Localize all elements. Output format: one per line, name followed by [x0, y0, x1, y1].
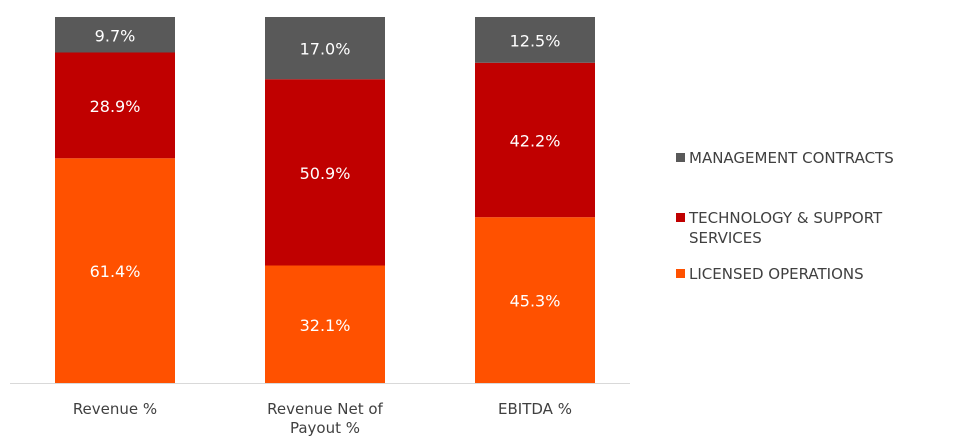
x-tick-label: EBITDA %	[498, 400, 572, 418]
data-label: 32.1%	[300, 316, 351, 335]
legend-label: TECHNOLOGY & SUPPORT SERVICES	[689, 209, 883, 247]
bar-segment	[265, 17, 385, 80]
legend-item: TECHNOLOGY & SUPPORT SERVICES	[676, 208, 939, 248]
x-tick-label: Revenue %	[72, 400, 158, 418]
data-label: 28.9%	[90, 97, 141, 116]
bar-segment	[265, 265, 385, 383]
legend-label: MANAGEMENT CONTRACTS	[689, 149, 894, 167]
legend-swatch	[676, 213, 685, 222]
data-label: 50.9%	[300, 164, 351, 183]
data-label: 42.2%	[510, 131, 561, 150]
legend-item: MANAGEMENT CONTRACTS	[676, 148, 939, 168]
x-tick-label: Revenue Net of Payout %	[267, 400, 383, 437]
bar-segment	[55, 52, 175, 159]
bar-segment	[475, 17, 595, 63]
bar-segment	[475, 62, 595, 218]
data-label: 12.5%	[510, 31, 561, 50]
data-label: 45.3%	[510, 292, 561, 311]
bar-segment	[55, 158, 175, 383]
legend-swatch	[676, 153, 685, 162]
data-label: 61.4%	[90, 262, 141, 281]
legend-label: LICENSED OPERATIONS	[689, 265, 864, 283]
data-label: 17.0%	[300, 40, 351, 59]
bar-segment	[55, 17, 175, 53]
bar-segment	[475, 217, 595, 383]
legend-swatch	[676, 269, 685, 278]
legend-item: LICENSED OPERATIONS	[676, 264, 939, 284]
bar-segment	[265, 79, 385, 266]
data-label: 9.7%	[95, 26, 136, 45]
